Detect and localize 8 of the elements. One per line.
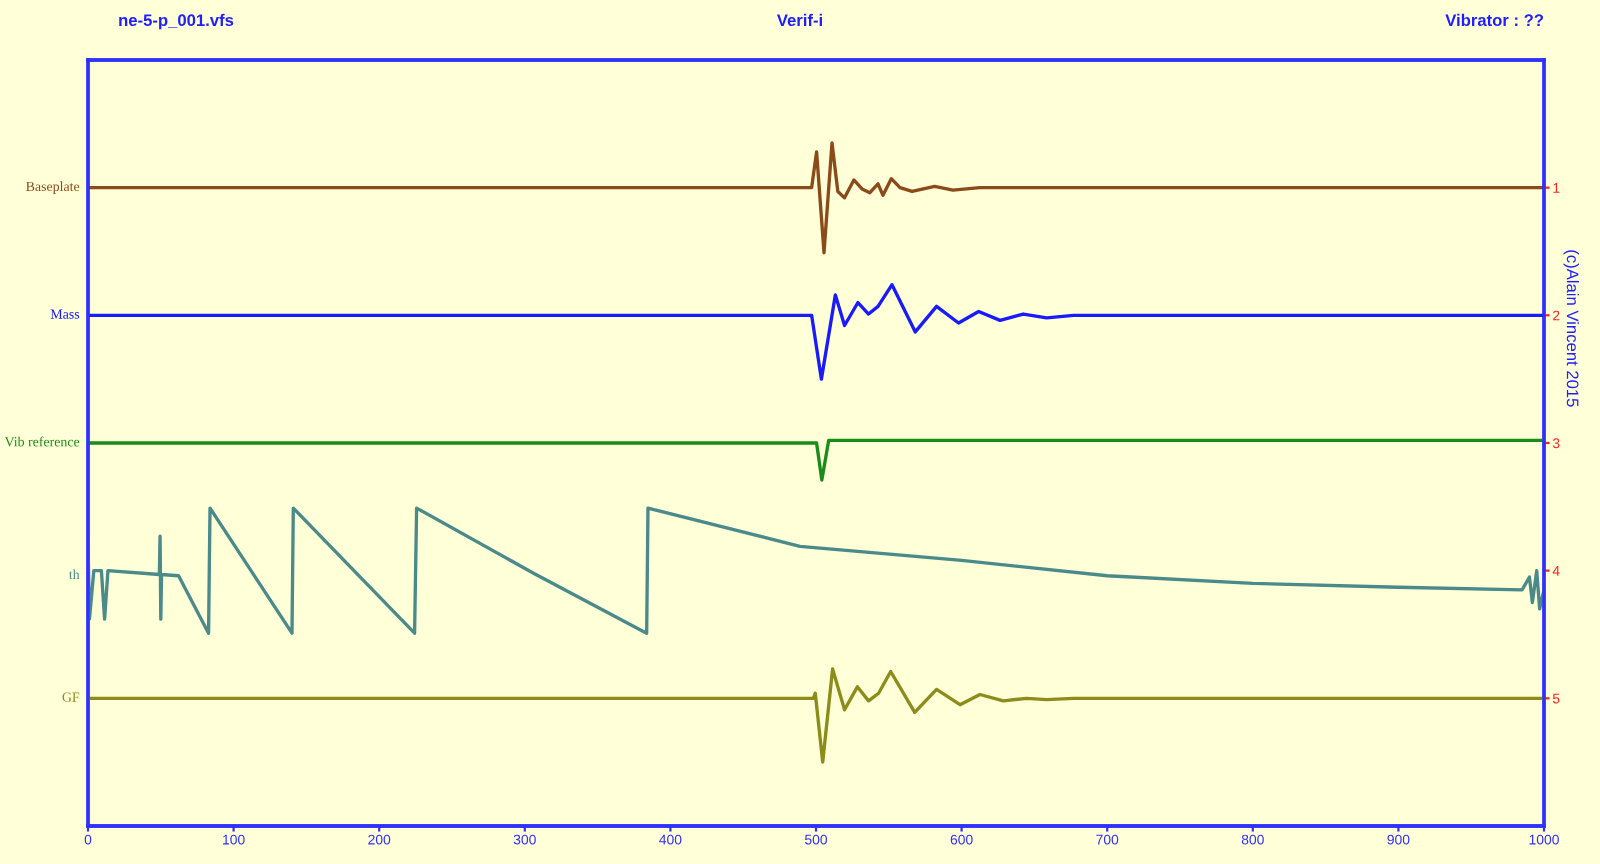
line-series xyxy=(88,282,1544,381)
line-series xyxy=(88,667,1544,764)
text: (c)Alain Vincent 2015 xyxy=(1563,250,1579,407)
text: Vibrator : ?? xyxy=(1445,13,1544,27)
line-series xyxy=(88,506,1544,635)
chart-title: Verif-i xyxy=(776,13,822,27)
text: ne-5-p_001.vfs xyxy=(119,13,234,30)
line-series xyxy=(88,141,1544,255)
